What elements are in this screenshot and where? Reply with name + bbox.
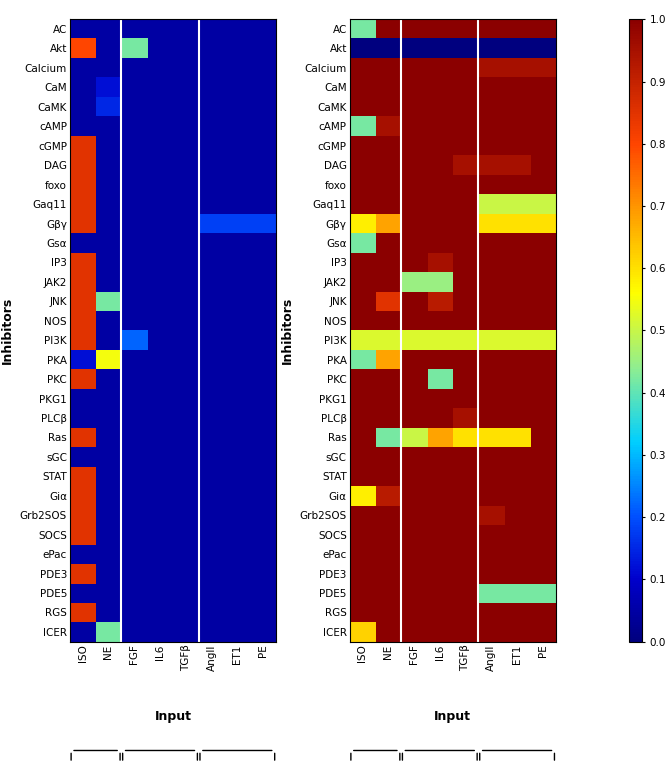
X-axis label: Input: Input: [434, 710, 471, 723]
Y-axis label: Inhibitors: Inhibitors: [281, 297, 294, 364]
Y-axis label: Inhibitors: Inhibitors: [1, 297, 14, 364]
X-axis label: Input: Input: [154, 710, 192, 723]
